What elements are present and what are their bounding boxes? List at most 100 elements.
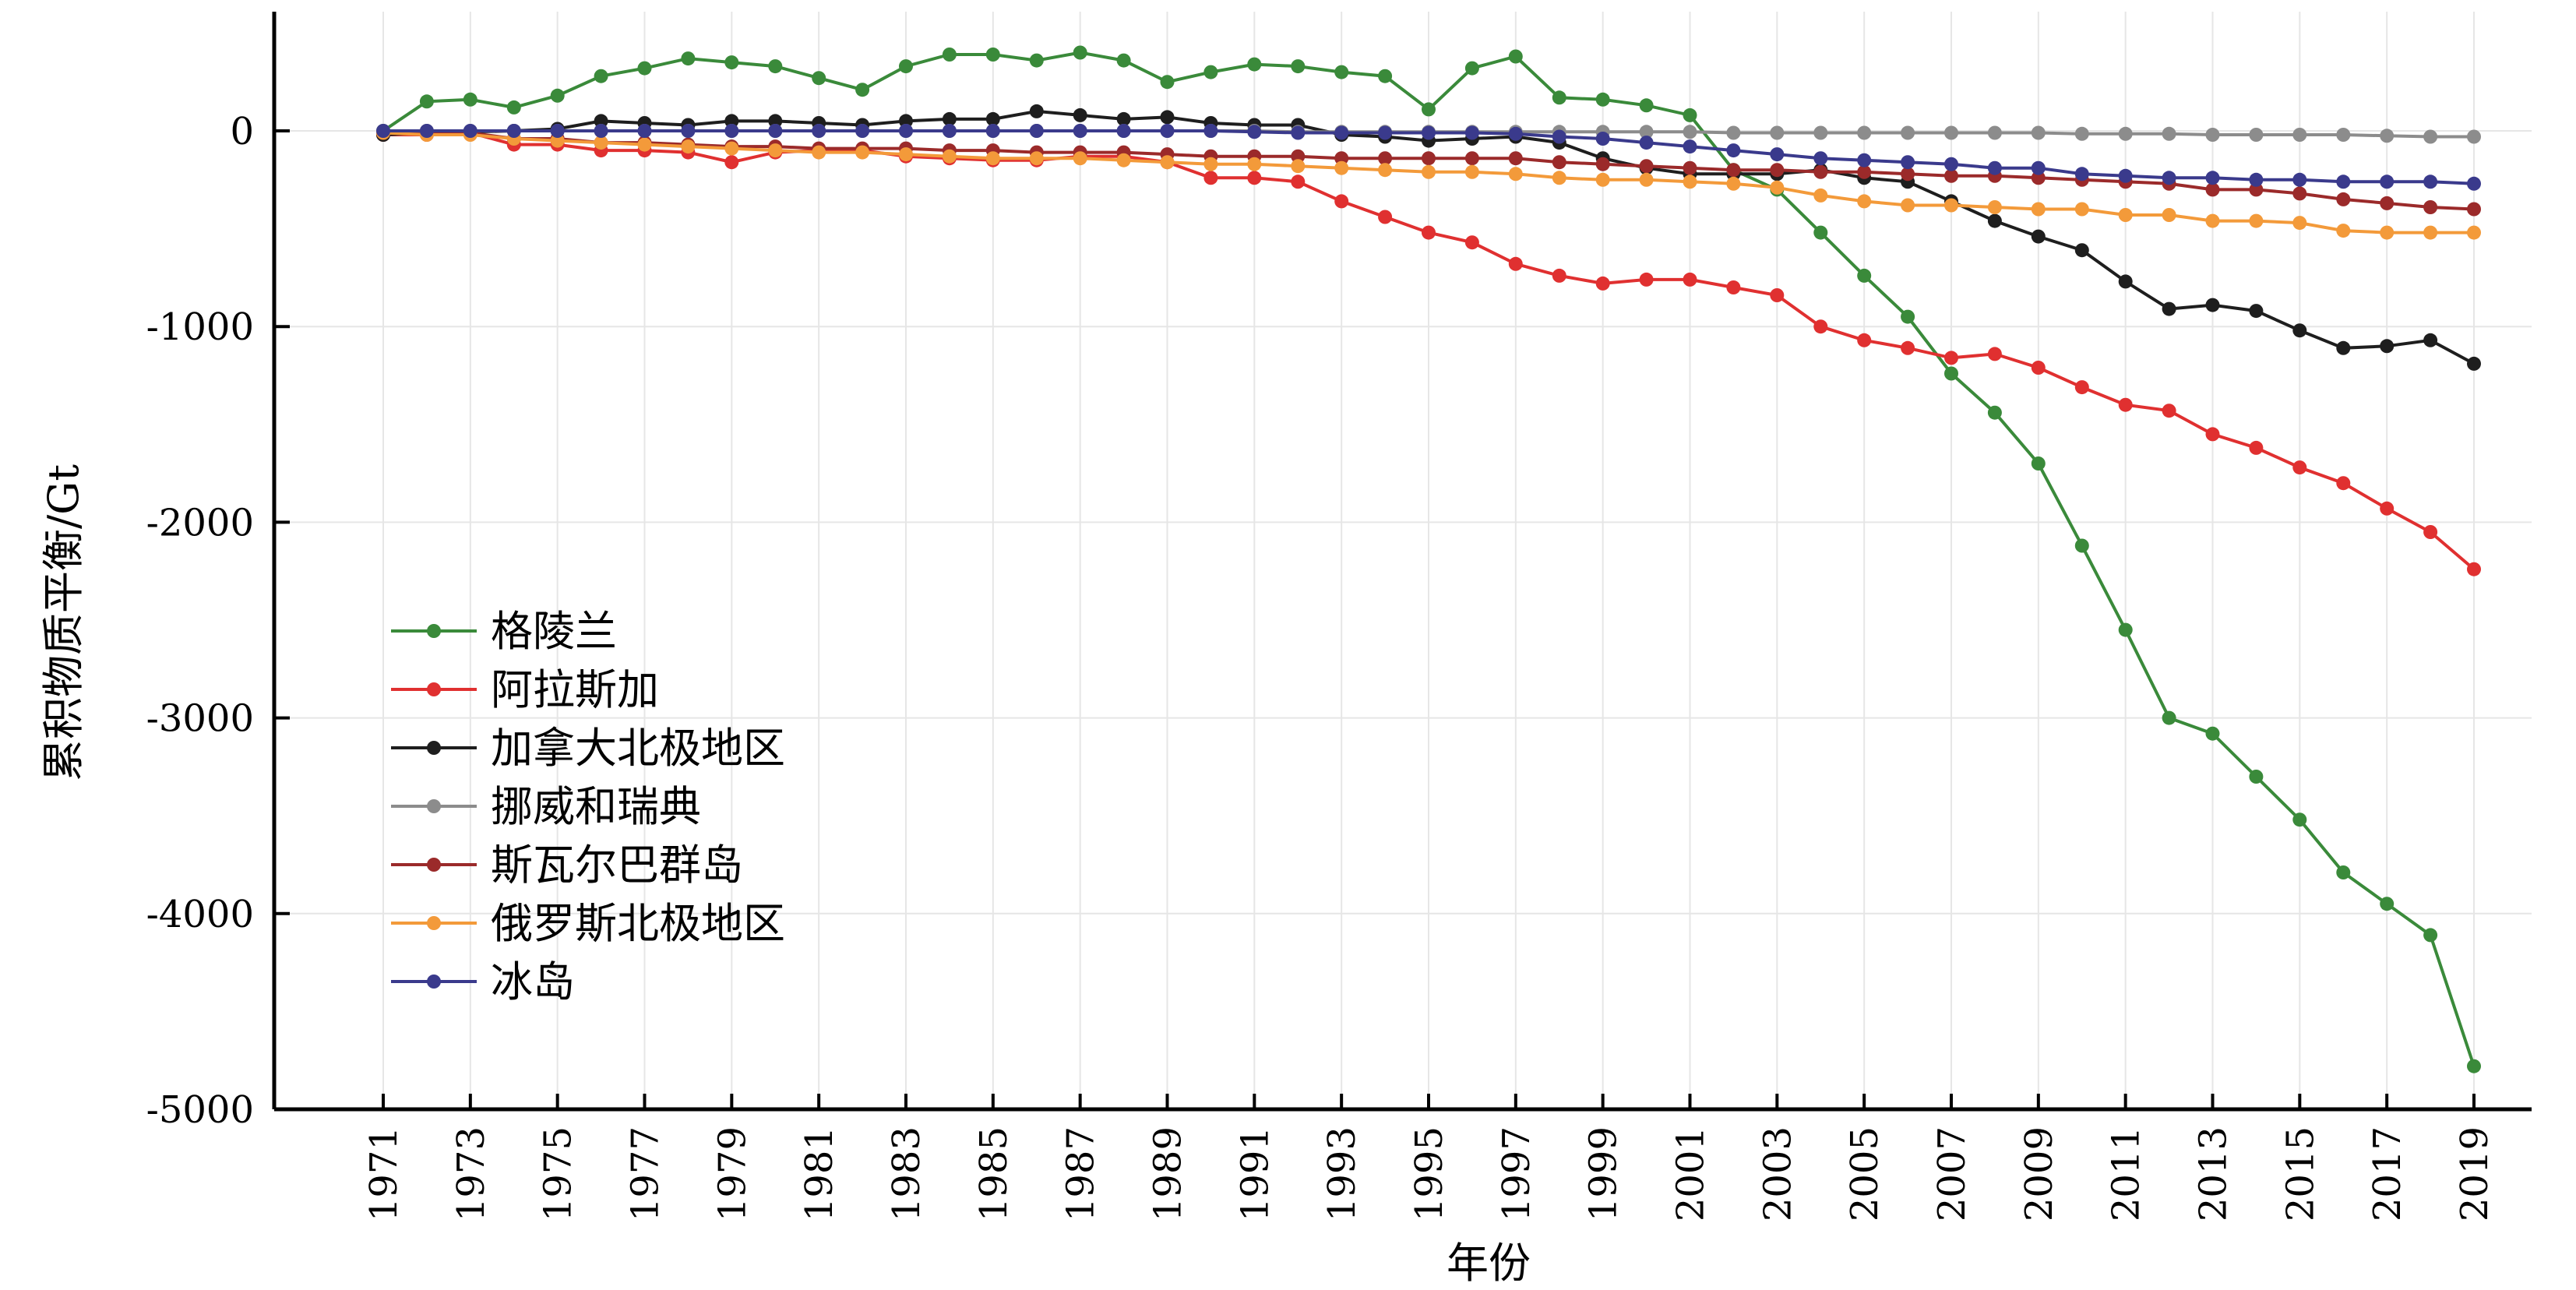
data-point [2380,225,2395,240]
data-point [1247,125,1262,139]
data-point [1901,309,1915,324]
data-point [724,114,739,129]
data-point [1291,149,1306,164]
data-point [2292,460,2307,475]
data-point [2292,186,2307,201]
data-point [2423,200,2438,214]
data-point [1857,153,1872,167]
data-point [1378,69,1393,83]
data-point [2031,202,2046,217]
data-point [1116,111,1131,126]
data-point [2292,128,2307,142]
data-point [1203,157,1218,171]
data-point [855,145,870,160]
legend-marker [427,975,441,989]
x-tick-label: 1991 [1233,1126,1277,1221]
data-point [594,114,608,129]
x-tick-label: 2013 [2192,1126,2236,1221]
data-point [2380,501,2395,516]
data-point [724,124,739,138]
data-point [1029,124,1044,138]
data-point [1857,125,1872,140]
data-point [2162,404,2176,418]
data-point [1203,171,1218,185]
data-point [1683,125,1697,139]
data-point [899,59,913,74]
data-point [594,136,608,150]
data-point [506,100,521,115]
data-point [1291,159,1306,174]
data-point [681,139,696,154]
data-point [985,124,1000,138]
x-tick-label: 2015 [2278,1126,2322,1221]
data-point [2118,274,2133,289]
data-point [1726,125,1741,140]
data-point [1378,125,1393,140]
x-tick-label: 1997 [1495,1126,1538,1221]
data-point [637,61,652,76]
data-point [2205,182,2220,197]
data-point [724,55,739,70]
x-tick-label: 1979 [710,1126,754,1221]
data-point [1770,180,1785,195]
data-point [1944,366,1958,381]
data-point [1552,129,1566,144]
data-point [1378,210,1393,224]
data-point [899,114,913,129]
data-point [2205,213,2220,228]
data-point [1901,167,1915,182]
data-point [724,141,739,156]
data-point [2031,160,2046,175]
data-point [1595,132,1610,146]
data-point [1683,160,1697,175]
data-point [899,124,913,138]
data-point [2467,1059,2481,1073]
data-point [2074,126,2089,141]
data-point [1422,225,1436,240]
data-point [2380,897,2395,911]
x-tick-label: 2003 [1756,1126,1799,1221]
y-axis-label: 累积物质平衡/Gt [39,464,88,781]
data-point [2292,216,2307,231]
data-point [2205,726,2220,741]
data-point [1813,125,1828,140]
y-tick-label: -1000 [146,305,254,349]
data-point [1683,272,1697,287]
x-tick-label: 1971 [362,1126,406,1221]
y-tick-label: -2000 [146,501,254,545]
data-point [1116,53,1131,68]
legend-label: 阿拉斯加 [491,665,659,714]
data-point [1073,45,1087,60]
data-point [2118,168,2133,183]
data-point [1116,124,1131,138]
data-point [1987,200,2002,214]
x-axis-label: 年份 [1447,1239,1531,1288]
data-point [2031,229,2046,244]
data-point [2423,225,2438,240]
x-tick-label: 2005 [1843,1126,1887,1221]
data-point [1291,125,1306,140]
data-point [1552,268,1566,283]
data-point [1508,167,1523,182]
data-point [2205,427,2220,442]
data-point [1683,174,1697,189]
legend-item: 斯瓦尔巴群岛 [391,841,743,890]
x-tick-label: 2017 [2366,1126,2409,1221]
data-point [2336,476,2351,491]
data-point [2249,182,2264,197]
data-point [1639,136,1654,150]
data-point [985,111,1000,126]
data-point [1073,151,1087,166]
data-point [1857,164,1872,179]
data-point [1247,157,1262,171]
y-tick-label: -5000 [146,1088,254,1132]
data-point [1944,125,1958,140]
legend-marker [427,799,441,813]
data-point [2162,208,2176,222]
data-point [2249,770,2264,784]
data-point [1291,174,1306,189]
data-point [2074,243,2089,258]
legend-marker [427,624,441,638]
data-point [768,143,783,158]
